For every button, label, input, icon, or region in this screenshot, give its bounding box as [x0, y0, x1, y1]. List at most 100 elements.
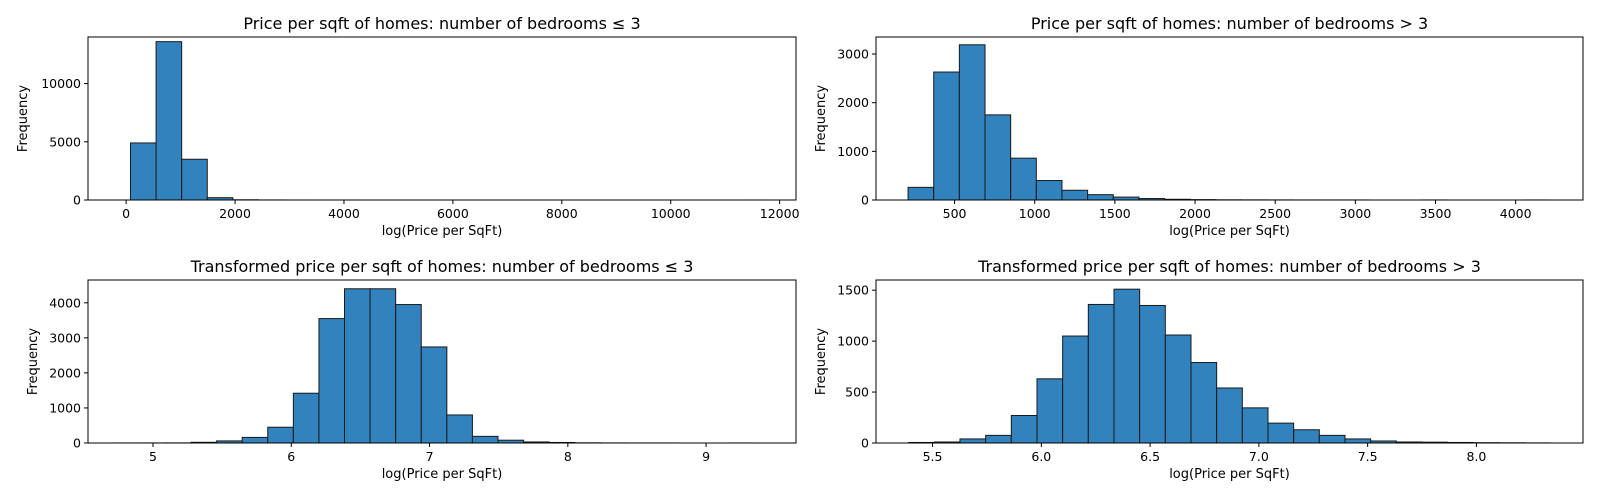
histogram-panel-3: 5 6 7 8 9 0 1000 2000 3000 4000 Transformed price … [26, 257, 797, 482]
histogram-panel-1: 0 2000 4000 6000 8000 10000 12000 0 5000 10000 Pri… [16, 14, 800, 239]
x-tick-label: 3500 [1420, 206, 1452, 221]
x-tick-label: 5.5 [923, 449, 943, 464]
histogram-panel-2: 500 1000 1500 2000 2500 3000 3500 4000 0 1000 2000… [814, 14, 1584, 239]
histogram-bar [1216, 387, 1243, 444]
y-tick-label: 2000 [837, 95, 869, 110]
histogram-bar [933, 71, 960, 201]
bars [908, 288, 1551, 444]
y-tick-label: 3000 [49, 330, 81, 345]
histogram-bar [1036, 378, 1064, 444]
histogram-bar [1113, 288, 1141, 444]
y-tick-label: 5000 [49, 134, 81, 149]
y-tick-label: 0 [73, 193, 81, 208]
x-tick-label: 7.5 [1358, 449, 1378, 464]
x-tick-label: 8 [564, 449, 572, 464]
x-tick-label: 500 [943, 206, 967, 221]
histogram-panel-4: 5.5 6.0 6.5 7.0 7.5 8.0 0 500 1000 1500 Transforme… [814, 257, 1584, 482]
histogram-bar [1062, 335, 1089, 444]
histogram-bar [1061, 189, 1089, 201]
x-tick-label: 2000 [1179, 206, 1211, 221]
x-axis-label: log(Price per SqFt) [1169, 224, 1290, 239]
histogram-bar [985, 434, 1012, 444]
x-tick-label: 6.5 [1140, 449, 1160, 464]
histogram-bar [1190, 362, 1218, 444]
histogram-bar [420, 346, 448, 444]
histogram-bar [984, 114, 1012, 201]
x-tick-label: 0 [122, 206, 130, 221]
histogram-bar [1010, 414, 1038, 444]
histogram-bar [1010, 157, 1037, 201]
x-tick-label: 7 [426, 449, 434, 464]
y-axis-label: Frequency [814, 85, 829, 152]
x-tick-label: 4000 [1500, 206, 1532, 221]
chart-title: Transformed price per sqft of homes: num… [977, 257, 1481, 276]
x-tick-label: 8.0 [1466, 449, 1486, 464]
histogram-bar [907, 186, 935, 201]
x-tick-label: 2000 [219, 206, 251, 221]
histogram-bar [1139, 304, 1166, 444]
x-tick-label: 1500 [1099, 206, 1131, 221]
histogram-bar [1267, 422, 1295, 444]
histogram-bar [369, 288, 397, 444]
bars [113, 288, 755, 444]
histogram-bar [1164, 334, 1192, 444]
histogram-bar [471, 435, 499, 444]
histogram-bar [1318, 434, 1346, 444]
x-tick-label: 7.0 [1249, 449, 1269, 464]
histogram-bar [959, 438, 987, 444]
x-axis-label: log(Price per SqFt) [382, 224, 503, 239]
histogram-bar [1087, 194, 1114, 201]
histogram-bar [181, 158, 208, 201]
x-tick-label: 6 [287, 449, 295, 464]
axes-frame [87, 36, 797, 201]
x-axis-label: log(Price per SqFt) [382, 467, 503, 482]
x-tick-label: 12000 [760, 206, 800, 221]
y-tick-label: 10000 [41, 76, 81, 91]
y-tick-label: 0 [861, 193, 869, 208]
axes-frame [87, 279, 797, 444]
x-tick-label: 9 [702, 449, 710, 464]
y-tick-label: 500 [845, 385, 869, 400]
histogram-bar [1344, 438, 1372, 444]
x-tick-label: 6.0 [1031, 449, 1051, 464]
histogram-bar [1035, 180, 1063, 201]
histogram-bar [267, 426, 294, 444]
y-tick-label: 0 [73, 436, 81, 451]
y-tick-label: 2000 [49, 365, 81, 380]
histogram-bar [344, 288, 371, 444]
bars [907, 44, 1550, 201]
y-tick-label: 3000 [837, 47, 869, 62]
histogram-bar [958, 44, 986, 201]
x-tick-label: 4000 [328, 206, 360, 221]
y-tick-label: 1000 [49, 400, 81, 415]
chart-title: Price per sqft of homes: number of bedro… [243, 14, 640, 33]
chart-title: Transformed price per sqft of homes: num… [190, 257, 694, 276]
histogram-bar [446, 414, 473, 444]
y-axis-label: Frequency [814, 328, 829, 395]
y-tick-label: 4000 [49, 295, 81, 310]
histogram-bar [318, 318, 346, 444]
bars [129, 41, 771, 201]
chart-title: Price per sqft of homes: number of bedro… [1031, 14, 1428, 33]
y-tick-label: 1000 [837, 144, 869, 159]
histogram-bar [1241, 407, 1269, 444]
x-tick-label: 3000 [1339, 206, 1371, 221]
x-axis-label: log(Price per SqFt) [1169, 467, 1290, 482]
y-tick-label: 1500 [837, 283, 869, 298]
histogram-bar [129, 142, 157, 201]
y-tick-label: 0 [861, 436, 869, 451]
axes-frame [875, 279, 1584, 444]
histogram-bar [155, 41, 183, 201]
x-tick-label: 10000 [651, 206, 691, 221]
y-axis-label: Frequency [16, 85, 31, 152]
axes-frame [875, 36, 1584, 201]
histogram-bar [1293, 429, 1320, 444]
histogram-bar [1087, 303, 1115, 444]
y-axis-label: Frequency [26, 328, 41, 395]
x-tick-label: 5 [149, 449, 157, 464]
histogram-bar [292, 392, 320, 444]
x-tick-label: 2500 [1259, 206, 1291, 221]
histogram-bar [241, 436, 269, 444]
y-tick-label: 1000 [837, 334, 869, 349]
